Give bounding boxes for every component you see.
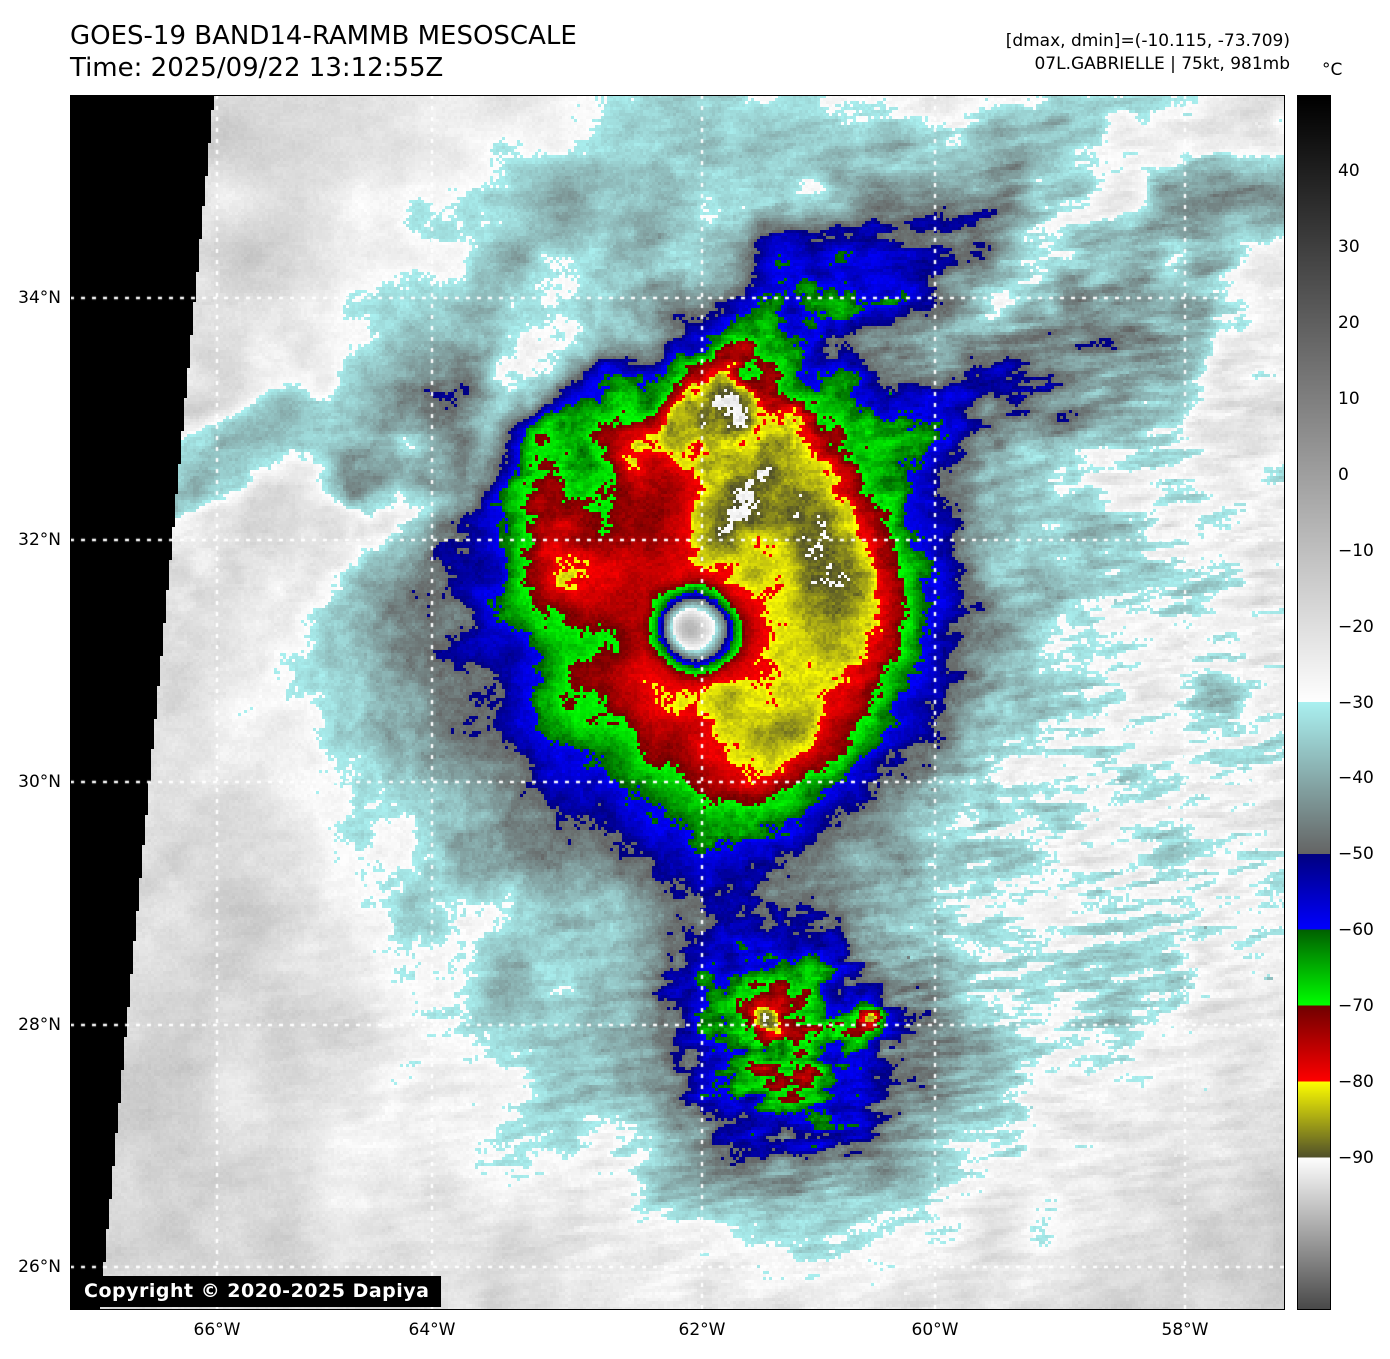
lon-tick-label: 64°W <box>408 1320 456 1340</box>
colorbar-tick-label: −40 <box>1338 768 1374 789</box>
lat-tick-label: 32°N <box>18 530 61 550</box>
colorbar-tick-label: −90 <box>1338 1148 1374 1169</box>
product-title: GOES-19 BAND14-RAMMB MESOSCALE <box>70 21 577 51</box>
lon-tick-label: 66°W <box>193 1320 241 1340</box>
colorbar-tick-label: −30 <box>1338 692 1374 713</box>
lon-tick-label: 62°W <box>678 1320 726 1340</box>
colorbar-tick-label: −60 <box>1338 920 1374 941</box>
dmax-dmin-label: [dmax, dmin]=(-10.115, -73.709) <box>1005 31 1290 51</box>
colorbar-tick-label: 0 <box>1338 464 1349 485</box>
lat-tick-label: 26°N <box>18 1257 61 1277</box>
colorbar <box>1297 95 1331 1310</box>
satellite-imagery-canvas <box>70 95 1285 1310</box>
lat-tick-label: 34°N <box>18 288 61 308</box>
storm-info-label: 07L.GABRIELLE | 75kt, 981mb <box>1034 54 1290 74</box>
colorbar-tick-label: −20 <box>1338 616 1374 637</box>
timestamp-label: Time: 2025/09/22 13:12:55Z <box>70 53 444 83</box>
colorbar-tick-label: 30 <box>1338 236 1360 257</box>
colorbar-tick-label: −70 <box>1338 996 1374 1017</box>
lon-tick-label: 60°W <box>911 1320 959 1340</box>
colorbar-tick-label: 20 <box>1338 312 1360 333</box>
metadata-block: [dmax, dmin]=(-10.115, -73.709) 07L.GABR… <box>1006 30 1290 76</box>
lat-tick-label: 30°N <box>18 772 61 792</box>
colorbar-tick-label: −50 <box>1338 844 1374 865</box>
colorbar-gradient <box>1297 95 1331 1310</box>
lon-tick-label: 58°W <box>1161 1320 1209 1340</box>
copyright-banner: Copyright © 2020-2025 Dapiya <box>72 1276 442 1307</box>
colorbar-tick-label: −10 <box>1338 540 1374 561</box>
satellite-image-plot <box>70 95 1285 1310</box>
colorbar-tick-label: 40 <box>1338 160 1360 181</box>
lat-tick-label: 28°N <box>18 1015 61 1035</box>
title-block: GOES-19 BAND14-RAMMB MESOSCALE Time: 202… <box>70 20 577 84</box>
colorbar-tick-label: −80 <box>1338 1072 1374 1093</box>
colorbar-tick-label: 10 <box>1338 388 1360 409</box>
colorbar-unit-label: °C <box>1322 60 1343 80</box>
